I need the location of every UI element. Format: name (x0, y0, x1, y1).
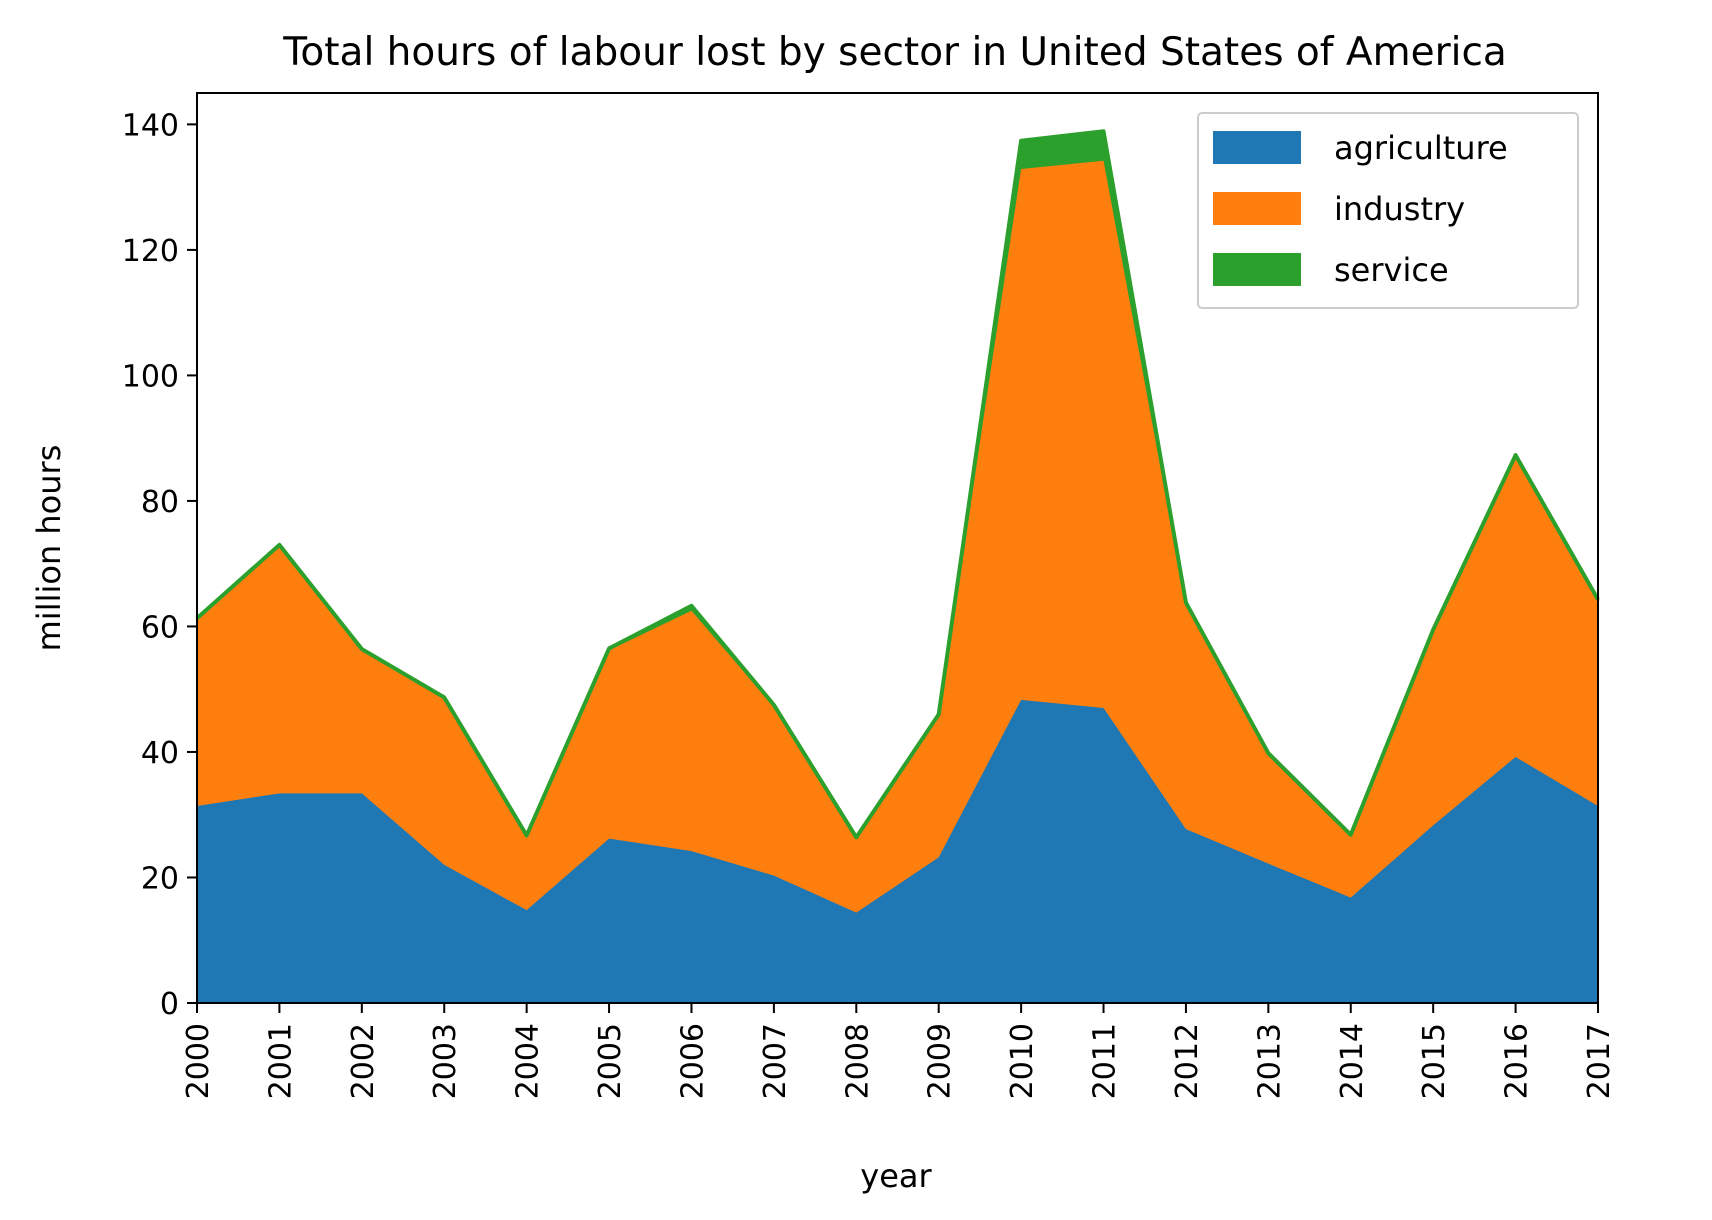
legend-label-agriculture: agriculture (1334, 129, 1508, 167)
legend-label-service: service (1334, 251, 1449, 289)
x-tick-label: 2014 (1335, 1023, 1370, 1099)
x-tick-label: 2000 (181, 1023, 216, 1099)
x-tick-label: 2010 (1005, 1023, 1040, 1099)
x-tick-label: 2003 (428, 1023, 463, 1099)
x-tick-label: 2006 (675, 1023, 710, 1099)
x-tick-label: 2011 (1088, 1023, 1123, 1099)
x-tick-label: 2008 (840, 1023, 875, 1099)
y-tick-label: 140 (122, 108, 179, 143)
y-tick-label: 120 (122, 234, 179, 269)
plot-frame (196, 92, 1599, 1004)
legend-swatch-industry (1213, 192, 1301, 225)
y-tick-label: 40 (141, 736, 179, 771)
x-tick-label: 2001 (263, 1023, 298, 1099)
x-tick-label: 2013 (1252, 1023, 1287, 1099)
x-tick-label: 2009 (923, 1023, 958, 1099)
chart-title: Total hours of labour lost by sector in … (282, 30, 1507, 75)
area-industry (197, 160, 1598, 913)
x-tick-label: 2015 (1417, 1023, 1452, 1099)
legend-label-industry: industry (1334, 190, 1465, 228)
legend: agriculture industry service (1197, 112, 1579, 309)
series-areas (195, 129, 1600, 1003)
y-tick-label: 20 (141, 861, 179, 896)
x-tick-label: 2005 (593, 1023, 628, 1099)
y-tick-label: 60 (141, 610, 179, 645)
x-tick-label: 2002 (346, 1023, 381, 1099)
area-agriculture (197, 699, 1598, 1003)
y-axis-label: million hours (30, 445, 68, 652)
x-tick-label: 2012 (1170, 1023, 1205, 1099)
x-tick-label: 2017 (1582, 1023, 1617, 1099)
x-axis-ticks: 2000 2001 2002 2003 2004 2005 2006 2007 2008 2009… (181, 1003, 1617, 1099)
y-axis-ticks: 0 20 40 60 80 100 120 140 (122, 108, 197, 1022)
line-service (195, 129, 1600, 840)
y-tick-label: 100 (122, 359, 179, 394)
y-tick-label: 80 (141, 485, 179, 520)
x-tick-label: 2004 (511, 1023, 546, 1099)
x-tick-label: 2016 (1500, 1023, 1535, 1099)
legend-swatch-service (1213, 253, 1301, 286)
x-tick-label: 2007 (758, 1023, 793, 1099)
legend-swatch-agriculture (1213, 131, 1301, 164)
y-tick-label: 0 (160, 987, 179, 1022)
x-axis-label: year (860, 1157, 932, 1195)
